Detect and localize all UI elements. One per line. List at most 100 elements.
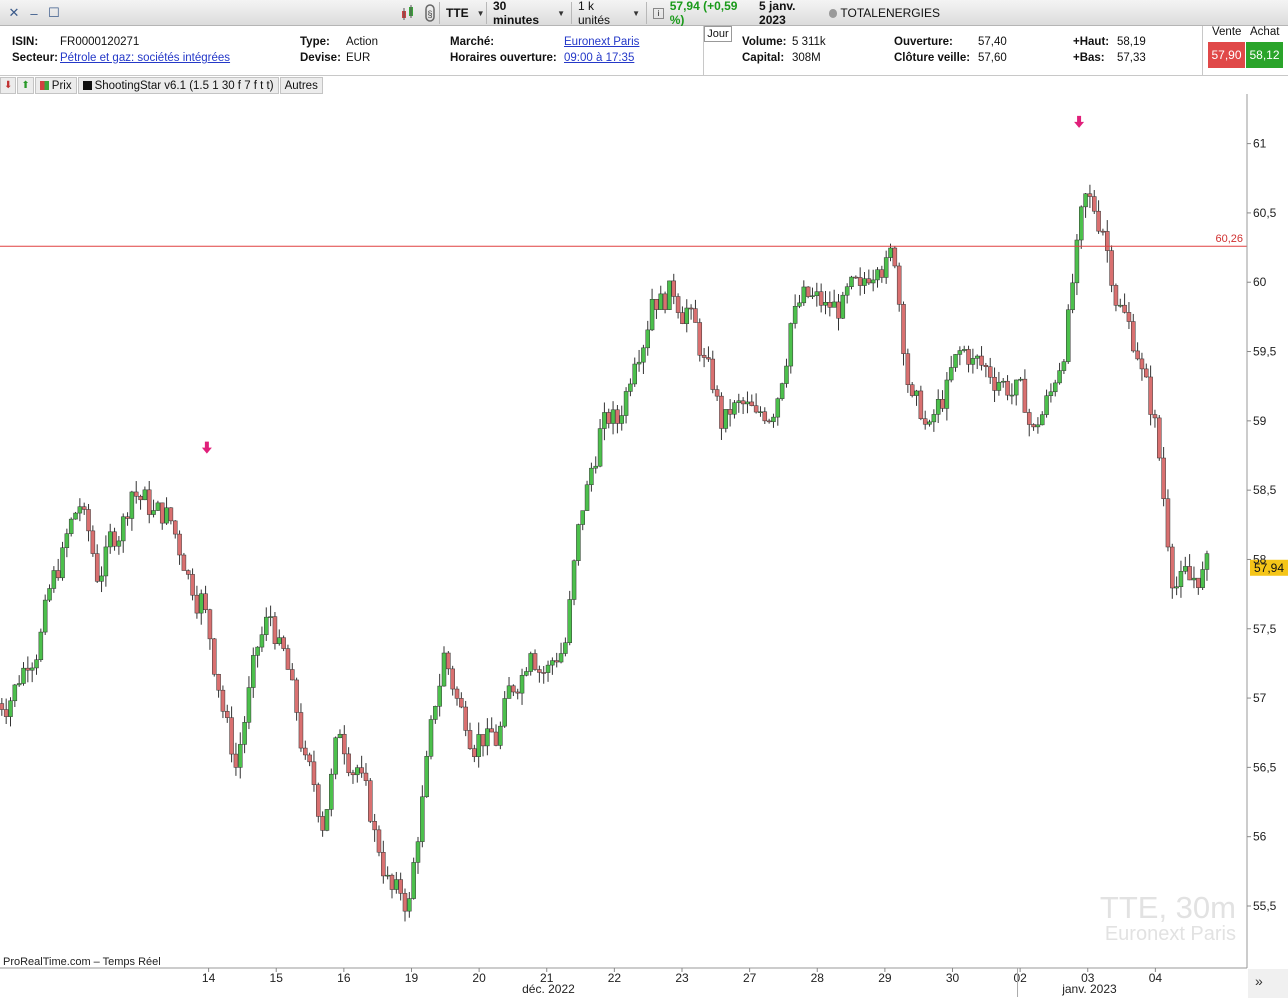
signal-arrow-icon [1074, 115, 1085, 128]
candle-body [424, 756, 429, 798]
ticker-select[interactable]: TTE ▼ [439, 2, 486, 24]
legend-others[interactable]: Autres [279, 77, 323, 94]
candle-body [212, 638, 217, 675]
candle-body [758, 411, 763, 413]
candle-body [502, 698, 507, 727]
candle-body [25, 667, 31, 671]
candle-body [979, 355, 984, 366]
candle-body [285, 648, 291, 670]
candle-body [264, 616, 269, 635]
candle-body [987, 366, 993, 378]
candle-body [558, 653, 564, 663]
candle-body [151, 510, 156, 515]
candle-body [983, 364, 989, 367]
candle-body [1152, 414, 1158, 419]
candle-body [125, 516, 130, 519]
candle-body [86, 509, 91, 532]
candle-body [662, 293, 668, 310]
buy-order-icon[interactable]: ⬆ [17, 77, 34, 94]
candle-body [177, 533, 182, 556]
candle-body [927, 421, 932, 425]
y-tick-label: 56 [1253, 830, 1267, 844]
legend-indicator[interactable]: ShootingStar v6.1 (1.5 1 30 f 7 f t t) [77, 77, 279, 94]
open-label: Ouverture: [894, 36, 953, 48]
candle-body [775, 398, 781, 418]
prev-close-label: Clôture veille: [894, 52, 971, 64]
candle-body [693, 308, 698, 323]
chevron-down-icon: ▼ [632, 8, 640, 18]
candle-body [1009, 394, 1015, 397]
candle-body [840, 294, 846, 319]
candle-body [3, 709, 9, 717]
chevron-down-icon: ▼ [557, 8, 565, 18]
candle-body [879, 269, 885, 278]
candle-body [1204, 553, 1210, 570]
y-tick-label: 60 [1253, 275, 1267, 289]
source-label: ProRealTime.com – Temps Réel [3, 956, 161, 968]
candle-body [610, 409, 616, 424]
candle-body [320, 816, 325, 831]
units-select[interactable]: 1 k unités ▼ [571, 0, 646, 27]
candle-body [203, 593, 208, 611]
close-icon[interactable]: ✕ [8, 5, 20, 20]
candle-body [511, 685, 516, 693]
candle-body [684, 307, 690, 324]
sell-order-icon[interactable]: ⬇ [0, 77, 17, 94]
candle-body [363, 772, 369, 781]
candle-body [268, 616, 273, 618]
candle-body [407, 898, 412, 912]
buy-price-button[interactable]: 58,12 [1246, 42, 1283, 68]
low-value: 57,33 [1117, 52, 1146, 64]
candle-body [1135, 350, 1140, 360]
candle-body [1126, 312, 1132, 322]
candle-body [810, 295, 815, 298]
candle-body [792, 306, 798, 324]
candle-body [159, 502, 165, 524]
candle-body [857, 277, 863, 286]
chart-type-icon[interactable] [400, 0, 420, 26]
y-tick-label: 58,5 [1253, 483, 1277, 497]
y-tick-label: 59,5 [1253, 345, 1277, 359]
link-icon[interactable]: § [422, 0, 438, 26]
legend-price[interactable]: Prix [34, 77, 77, 94]
market-link[interactable]: Euronext Paris [564, 36, 640, 48]
candle-body [1044, 395, 1049, 415]
open-value: 57,40 [978, 36, 1007, 48]
sector-link[interactable]: Pétrole et gaz: sociétés intégrées [60, 52, 231, 64]
candle-body [73, 512, 78, 520]
candle-body [90, 530, 96, 554]
candle-body [1174, 586, 1179, 589]
last-price-label: 57,94 [1254, 561, 1284, 575]
candle-body [255, 646, 260, 656]
candle-body [961, 349, 967, 351]
candle-body [242, 722, 247, 745]
candle-body [181, 554, 187, 571]
candle-body [788, 323, 794, 367]
x-tick-label: 04 [1149, 971, 1163, 985]
timeframe-select[interactable]: 30 minutes ▼ [486, 0, 571, 27]
candle-body [636, 361, 642, 365]
candle-body [740, 400, 746, 405]
sell-price-button[interactable]: 57,90 [1208, 42, 1245, 68]
candle-body [931, 414, 937, 423]
y-tick-label: 56,5 [1253, 760, 1277, 774]
candle-body [797, 302, 802, 307]
candle-body [303, 747, 308, 756]
svg-text:§: § [427, 9, 432, 19]
candle-body [1052, 382, 1058, 393]
jour-button[interactable]: Jour [704, 26, 732, 42]
candle-body [619, 415, 624, 424]
candle-body [719, 395, 724, 429]
minimize-icon[interactable]: – [30, 5, 38, 21]
candle-body [593, 465, 598, 469]
hours-link[interactable]: 09:00 à 17:35 [564, 52, 635, 64]
candle-body [420, 796, 425, 842]
candle-body [251, 655, 256, 688]
candle-body [190, 574, 195, 596]
info-icon[interactable]: i [653, 7, 664, 19]
indicator-legend: ⬇ ⬆ Prix ShootingStar v6.1 (1.5 1 30 f 7… [0, 77, 324, 94]
maximize-icon[interactable]: ☐ [48, 5, 60, 20]
candle-body [116, 540, 122, 547]
toolbar: ✕ – ☐ § TTE ▼ 30 minutes ▼ 1 k unités ▼ i 5… [0, 0, 1288, 27]
